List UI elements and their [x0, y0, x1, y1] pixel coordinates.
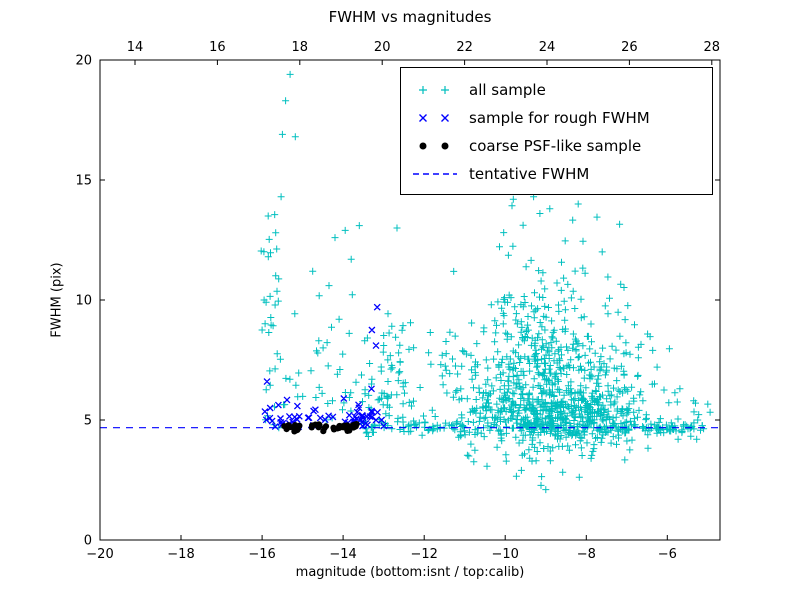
- x-tick-label-top: 16: [209, 40, 226, 55]
- axis-ticks: [99, 59, 720, 541]
- y-tick-label: 0: [84, 534, 92, 549]
- legend-label-all-sample: all sample: [469, 81, 546, 99]
- y-axis-label: FWHM (pix): [49, 262, 65, 338]
- x-tick-label-top: 14: [127, 40, 144, 55]
- y-tick-label: 20: [75, 54, 92, 69]
- x-marker-icon: [419, 114, 449, 122]
- x-tick-label-bottom: −16: [248, 547, 275, 562]
- x-tick-label-top: 28: [704, 40, 721, 55]
- x-tick-label-bottom: −12: [410, 547, 437, 562]
- plus-marker-icon: [419, 86, 449, 94]
- x-tick-label-bottom: −8: [577, 547, 596, 562]
- tick-labels: −20 −18 −16 −14 −12 −10 −8 −6 14 16 18 20 22 24 26 28 0 5…: [75, 40, 720, 562]
- legend-label-coarse-psf: coarse PSF-like sample: [469, 137, 642, 155]
- legend-item-tentative-fwhm: tentative FWHM: [411, 160, 702, 188]
- legend-label-rough-fwhm: sample for rough FWHM: [469, 109, 650, 127]
- legend: all sample sample for rough FWHM coarse …: [400, 67, 713, 195]
- y-tick-label: 15: [75, 174, 92, 189]
- x-tick-label-bottom: −20: [86, 547, 113, 562]
- y-tick-label: 10: [75, 294, 92, 309]
- x-tick-label-top: 18: [292, 40, 309, 55]
- x-tick-label-bottom: −6: [658, 547, 677, 562]
- dashed-line-icon: [413, 173, 457, 175]
- series-all-sample: [257, 70, 714, 494]
- dot-marker-icon: [419, 142, 449, 150]
- x-axis-label: magnitude (bottom:isnt / top:calib): [295, 565, 525, 580]
- legend-item-coarse-psf: coarse PSF-like sample: [411, 132, 702, 160]
- x-tick-label-bottom: −14: [329, 547, 356, 562]
- legend-item-rough-fwhm: sample for rough FWHM: [411, 104, 702, 132]
- series-coarse-PSF-like-sample: [281, 421, 360, 435]
- legend-label-tentative-fwhm: tentative FWHM: [469, 165, 590, 183]
- legend-item-all-sample: all sample: [411, 76, 702, 104]
- y-tick-label: 5: [84, 414, 92, 429]
- x-tick-label-bottom: −18: [167, 547, 194, 562]
- x-tick-label-top: 24: [539, 40, 556, 55]
- x-tick-label-top: 22: [456, 40, 473, 55]
- x-tick-label-bottom: −10: [491, 547, 518, 562]
- x-tick-label-top: 20: [374, 40, 391, 55]
- chart-title: FWHM vs magnitudes: [328, 8, 492, 26]
- x-tick-label-top: 26: [621, 40, 638, 55]
